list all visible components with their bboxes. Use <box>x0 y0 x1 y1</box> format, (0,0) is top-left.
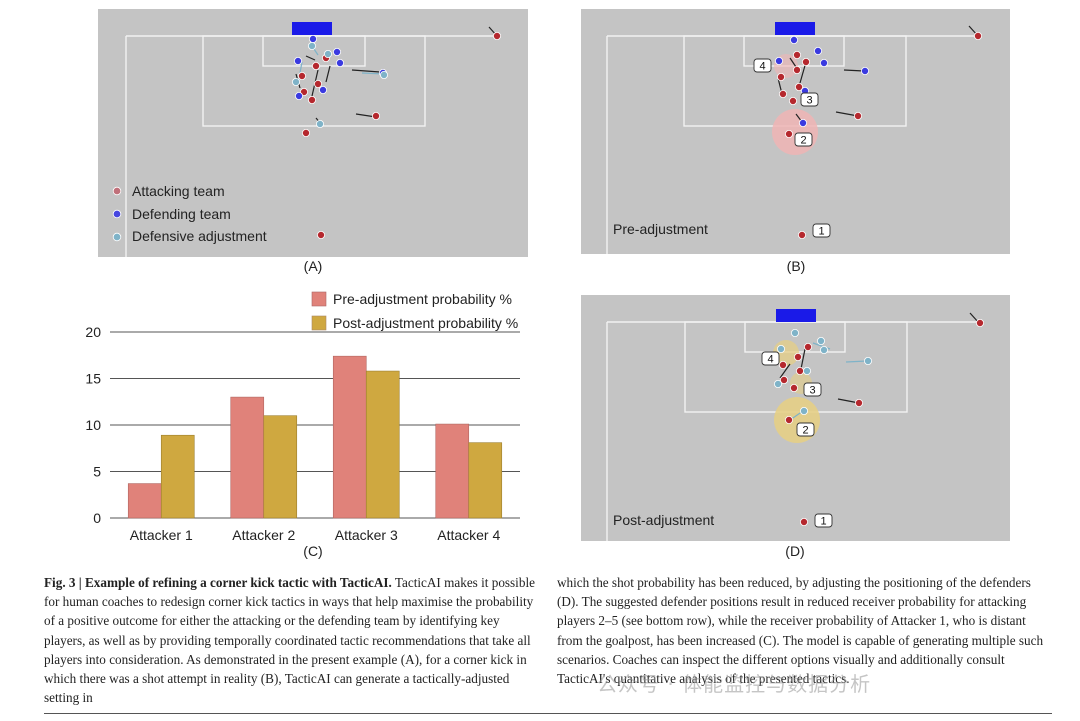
legend-defending-marker <box>112 209 122 219</box>
bar-pre-attacker-3 <box>332 355 367 519</box>
panel-d-pitch: 4 3 2 1 Post-adjustment <box>581 295 1010 541</box>
caption-figure-title: Fig. 3 | Example of refining a corner ki… <box>44 575 392 590</box>
legend-adjustment-label: Defensive adjustment <box>132 228 267 244</box>
tag-1: 1 <box>820 516 826 528</box>
bar-pre-attacker-2 <box>230 396 265 519</box>
caption-right: which the shot probability has been redu… <box>557 573 1052 688</box>
tags-d: 4 3 2 1 <box>761 351 833 528</box>
panel-b-label: (B) <box>787 258 806 274</box>
bar-post-attacker-4 <box>468 442 503 519</box>
panel-d-label: (D) <box>785 543 804 559</box>
legend-attacking-marker <box>112 186 122 196</box>
chart-legend: Pre-adjustment probability % Post-adjust… <box>311 291 518 331</box>
legend-adjustment-marker <box>112 232 122 242</box>
caption-left: Fig. 3 | Example of refining a corner ki… <box>44 573 539 707</box>
watermark: 公众号 · 体能监控与数据分析 <box>597 672 872 696</box>
legend-defending-label: Defending team <box>132 206 231 222</box>
x-tick-label: Attacker 2 <box>232 527 295 543</box>
bar-pre-attacker-4 <box>435 423 470 519</box>
tag-1: 1 <box>818 226 824 238</box>
legend-a: Attacking team Defending team Defensive … <box>112 183 267 244</box>
y-tick-label: 10 <box>85 417 101 433</box>
players <box>774 318 985 527</box>
legend-pre-swatch <box>311 291 327 307</box>
y-tick-label: 20 <box>85 324 101 340</box>
y-tick-label: 15 <box>85 371 101 387</box>
panel-a-label: (A) <box>304 258 323 274</box>
tag-2: 2 <box>800 135 806 147</box>
bar-post-attacker-3 <box>365 370 400 519</box>
bar-post-attacker-2 <box>263 415 298 519</box>
x-tick-label: Attacker 3 <box>335 527 398 543</box>
tag-3: 3 <box>806 95 812 107</box>
players <box>775 32 983 239</box>
x-tick-label: Attacker 4 <box>437 527 500 543</box>
panel-c-label: (C) <box>303 543 322 559</box>
figure-canvas: Attacking team Defending team Defensive … <box>85 9 1010 559</box>
y-tick-label: 0 <box>93 510 101 526</box>
goal-icon <box>776 309 816 322</box>
highlight-attacker-2 <box>772 109 818 155</box>
chart-y-ticks: 0 5 10 15 20 <box>85 324 101 526</box>
panel-b-title: Pre-adjustment <box>613 221 708 237</box>
y-tick-label: 5 <box>93 464 101 480</box>
chart-x-ticks: Attacker 1 Attacker 2 Attacker 3 Attacker 4 <box>130 527 501 543</box>
caption-left-text: TacticAI makes it possible for human coa… <box>44 575 535 706</box>
goal-icon <box>292 22 332 35</box>
panel-d-title: Post-adjustment <box>613 512 714 528</box>
legend-attacking-label: Attacking team <box>132 183 225 199</box>
players <box>291 32 501 239</box>
bar-post-attacker-1 <box>160 434 195 519</box>
legend-pre-label: Pre-adjustment probability % <box>333 291 512 307</box>
caption-right-text: which the shot probability has been redu… <box>557 575 1044 687</box>
legend-post-label: Post-adjustment probability % <box>333 315 518 331</box>
highlight-attacker-2 <box>774 397 820 443</box>
panel-b-pitch: 4 3 2 1 Pre-adjustment <box>581 9 1010 254</box>
panel-a-pitch: Attacking team Defending team Defensive … <box>98 9 528 257</box>
bottom-rule <box>44 713 1052 714</box>
bar-pre-attacker-1 <box>127 483 162 519</box>
legend-post-swatch <box>311 315 327 331</box>
x-tick-label: Attacker 1 <box>130 527 193 543</box>
tag-3: 3 <box>809 385 815 397</box>
tag-4: 4 <box>767 354 773 366</box>
tags-b: 4 3 2 1 <box>753 58 831 238</box>
tag-4: 4 <box>759 61 765 73</box>
goal-icon <box>775 22 815 35</box>
chart-bars <box>127 355 503 519</box>
tag-2: 2 <box>802 425 808 437</box>
